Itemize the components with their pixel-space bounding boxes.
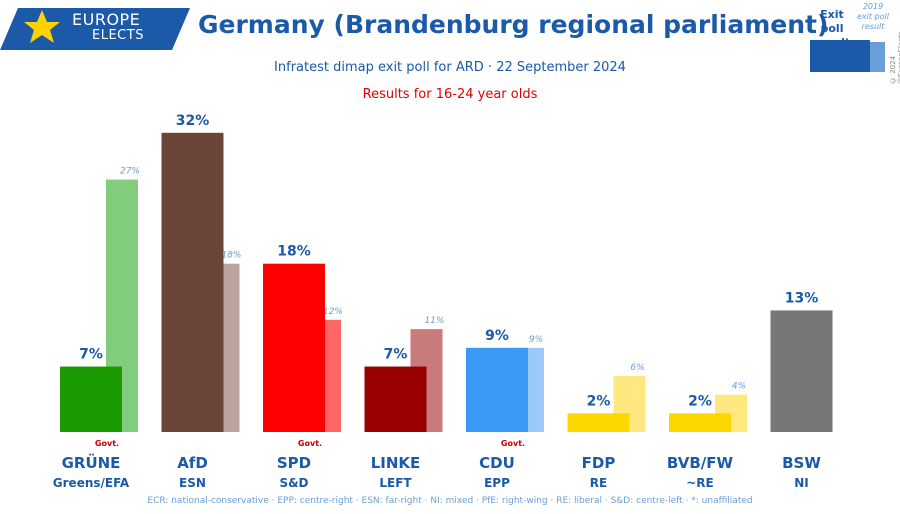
bar-current-6 [669,413,731,432]
legend-previous-label: 2019 exit poll result [857,2,889,31]
group-label: Results for 16-24 year olds [362,87,538,102]
value-label: 2% [688,393,712,409]
party-group: ESN [179,476,206,490]
subtitle: Infratest dimap exit poll for ARD · 22 S… [274,60,626,75]
footer-legend: ECR: national-conservative · EPP: centre… [147,496,753,506]
party-name: AfD [177,454,208,472]
party-group: RE [590,476,607,490]
party-name: GRÜNE [62,453,121,472]
logo-line2: ELECTS [92,28,144,43]
value-label: 7% [79,347,103,363]
govt-marker: Govt. [298,439,322,448]
previous-value-label: 11% [424,316,444,326]
legend-previous-swatch [810,40,870,72]
bar-current-7 [770,310,833,432]
previous-value-label: 12% [323,307,343,317]
value-label: 13% [785,290,819,306]
bar-current-5 [567,413,630,432]
value-label: 2% [587,393,611,409]
party-name: BVB/FW [667,454,734,472]
govt-marker: Govt. [501,439,525,448]
party-group: ~RE [686,476,714,490]
bar-current-4 [466,347,528,432]
value-label: 18% [277,244,311,260]
party-group: NI [794,476,809,490]
previous-value-label: 6% [630,363,644,373]
europe-elects-logo [0,8,190,50]
bar-current-0 [60,366,122,432]
party-group: LEFT [379,476,412,490]
previous-value-label: 27% [120,167,140,177]
value-label: 9% [485,328,509,344]
logo-line1: EUROPE [72,10,141,29]
party-name: LINKE [371,454,421,472]
star-icon [24,10,60,43]
value-label: 32% [176,113,210,129]
party-name: SPD [277,454,311,472]
bar-current-3 [364,366,427,432]
party-name: CDU [479,454,515,472]
previous-value-label: 9% [529,335,543,345]
party-name: FDP [582,454,616,472]
party-group: Greens/EFA [53,476,130,490]
govt-marker: Govt. [95,439,119,448]
previous-value-label: 18% [221,251,241,261]
page-title: Germany (Brandenburg regional parliament… [198,10,829,39]
bar-current-1 [161,132,224,433]
previous-value-label: 4% [732,382,746,392]
party-group: S&D [279,476,308,490]
party-name: BSW [782,454,821,472]
bar-current-2 [263,263,325,432]
party-group: EPP [484,476,510,490]
value-label: 7% [384,347,408,363]
